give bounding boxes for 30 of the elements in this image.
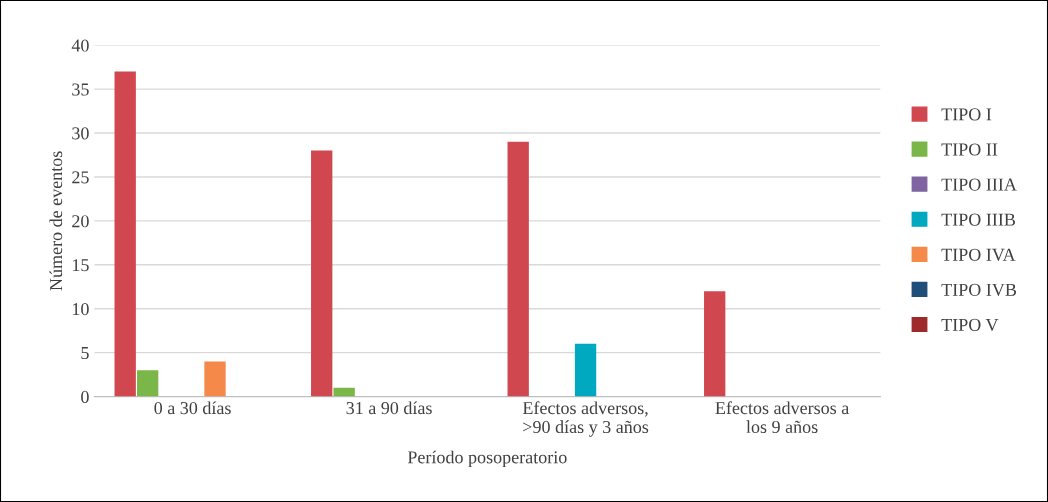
y-tick-label: 25	[72, 171, 89, 184]
y-tick-label: 20	[72, 215, 89, 228]
x-tick-label: 0 a 30 días	[154, 401, 231, 415]
legend-label: TIPO IIIB	[941, 213, 1016, 226]
legend-label: TIPO I	[941, 108, 992, 121]
bar	[114, 71, 136, 397]
bar	[507, 141, 529, 397]
legend-label: TIPO V	[941, 318, 999, 332]
legend-label: TIPO II	[941, 143, 998, 156]
x-tick-label: 31 a 90 días	[346, 401, 432, 415]
x-axis-title: Período posoperatorio	[407, 450, 567, 468]
y-tick-label: 35	[72, 83, 89, 96]
y-tick-label: 5	[81, 347, 89, 360]
legend-label: TIPO IVB	[941, 283, 1017, 296]
x-tick-label: Efectos adversos, >90 días y 3 años	[522, 401, 649, 437]
bar	[204, 361, 226, 397]
y-axis-title: Número de eventos	[49, 151, 63, 291]
x-tick-label: Efectos adversos a los 9 años	[715, 401, 849, 434]
y-tick-label: 15	[72, 259, 89, 272]
bar	[333, 387, 355, 397]
y-tick-label: 40	[71, 39, 89, 52]
bar	[704, 291, 726, 397]
bar	[574, 343, 597, 397]
bar	[136, 370, 159, 397]
legend-label: TIPO IIIA	[941, 178, 1017, 191]
legend-label: TIPO IVA	[941, 248, 1016, 261]
bar	[311, 150, 333, 397]
y-tick-label: 10	[72, 302, 89, 316]
y-tick-label: 0	[81, 390, 89, 404]
y-tick-label: 30	[72, 127, 89, 140]
